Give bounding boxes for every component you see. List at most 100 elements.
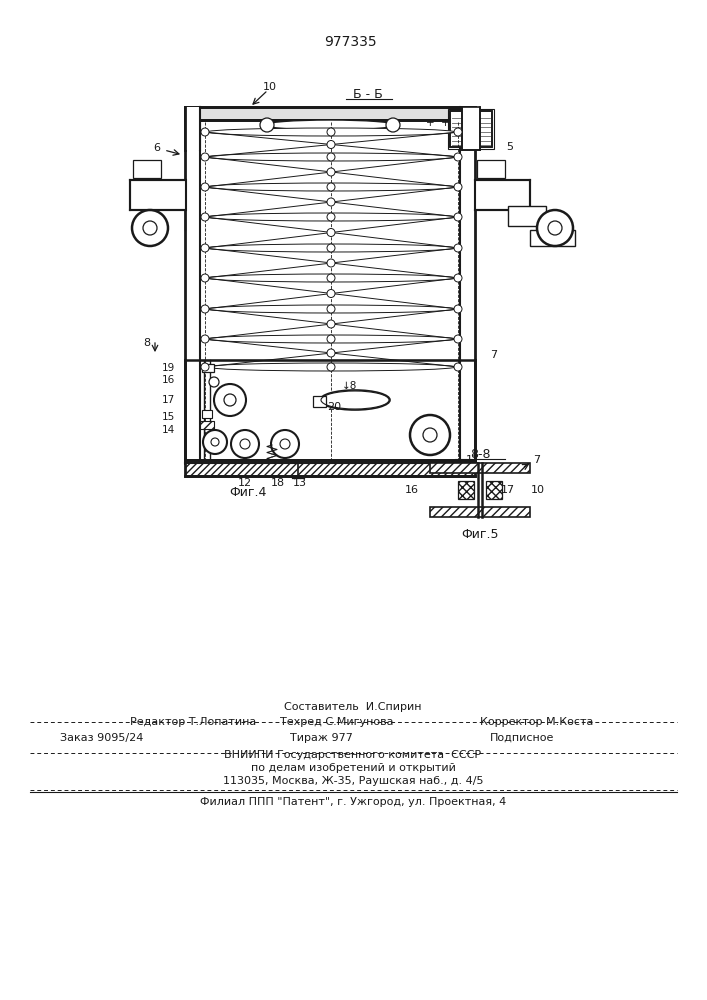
Circle shape <box>201 183 209 191</box>
Ellipse shape <box>207 128 455 136</box>
Circle shape <box>454 244 462 252</box>
Circle shape <box>423 428 437 442</box>
Text: 113035, Москва, Ж-35, Раушская наб., д. 4/5: 113035, Москва, Ж-35, Раушская наб., д. … <box>223 776 484 786</box>
Text: Составитель  И.Спирин: Составитель И.Спирин <box>284 702 422 712</box>
Text: ВНИИПИ Государственного комитета  СССР: ВНИИПИ Государственного комитета СССР <box>224 750 481 760</box>
Circle shape <box>454 183 462 191</box>
Text: 13: 13 <box>293 478 307 488</box>
Circle shape <box>327 320 335 328</box>
Circle shape <box>201 153 209 161</box>
Circle shape <box>260 118 274 132</box>
Text: Заказ 9095/24: Заказ 9095/24 <box>60 733 144 743</box>
Text: 19: 19 <box>162 363 175 373</box>
Text: Корректор М.Коста: Корректор М.Коста <box>480 717 593 727</box>
Circle shape <box>327 290 335 298</box>
Circle shape <box>327 349 335 357</box>
Bar <box>313 396 326 407</box>
Circle shape <box>327 274 335 282</box>
Ellipse shape <box>320 390 390 410</box>
Text: ↓8: ↓8 <box>342 381 358 391</box>
Bar <box>450 111 492 147</box>
Ellipse shape <box>207 153 455 161</box>
Circle shape <box>327 128 335 136</box>
Text: 8-8: 8-8 <box>469 448 490 462</box>
Circle shape <box>327 229 335 236</box>
Circle shape <box>454 363 462 371</box>
Bar <box>448 109 494 149</box>
Circle shape <box>132 210 168 246</box>
Text: +  +: + + <box>426 118 450 128</box>
Circle shape <box>271 430 299 458</box>
Ellipse shape <box>207 213 455 221</box>
Circle shape <box>143 221 157 235</box>
Text: 20: 20 <box>327 402 341 412</box>
Circle shape <box>209 377 219 387</box>
Ellipse shape <box>265 120 395 130</box>
Circle shape <box>327 335 335 343</box>
Bar <box>185 460 475 476</box>
Text: по делам изобретений и открытий: по делам изобретений и открытий <box>250 763 455 773</box>
Ellipse shape <box>207 363 455 371</box>
Text: 7: 7 <box>491 350 498 360</box>
Text: 18: 18 <box>271 478 285 488</box>
Bar <box>450 111 492 147</box>
Circle shape <box>327 183 335 191</box>
Bar <box>508 206 546 226</box>
Text: 8: 8 <box>144 338 151 348</box>
Bar <box>475 180 530 210</box>
Circle shape <box>410 415 450 455</box>
Bar <box>430 463 530 473</box>
Bar <box>477 160 505 178</box>
Ellipse shape <box>207 274 455 282</box>
Text: 10: 10 <box>263 82 277 92</box>
Circle shape <box>201 213 209 221</box>
Circle shape <box>231 430 259 458</box>
Circle shape <box>548 221 562 235</box>
Text: Тираж 977: Тираж 977 <box>290 733 353 743</box>
Text: 14: 14 <box>162 425 175 435</box>
Circle shape <box>327 259 335 267</box>
Text: 16: 16 <box>162 375 175 385</box>
Bar <box>530 230 575 246</box>
Bar <box>202 410 212 418</box>
Circle shape <box>454 305 462 313</box>
Bar <box>462 107 480 150</box>
Circle shape <box>240 439 250 449</box>
Text: Фиг.4: Фиг.4 <box>229 486 267 498</box>
Circle shape <box>454 153 462 161</box>
Bar <box>458 481 474 499</box>
Text: Филиал ППП "Патент", г. Ужгород, ул. Проектная, 4: Филиал ППП "Патент", г. Ужгород, ул. Про… <box>200 797 506 807</box>
Circle shape <box>201 363 209 371</box>
Bar <box>200 421 214 429</box>
Circle shape <box>201 305 209 313</box>
Text: Б - Б: Б - Б <box>353 89 383 102</box>
Bar <box>486 481 502 499</box>
Circle shape <box>537 210 573 246</box>
Circle shape <box>327 140 335 148</box>
Circle shape <box>203 430 227 454</box>
Bar <box>430 507 530 517</box>
Circle shape <box>224 394 236 406</box>
Bar <box>133 160 161 178</box>
Bar <box>185 107 475 120</box>
Circle shape <box>211 438 219 446</box>
Circle shape <box>214 384 246 416</box>
Circle shape <box>327 244 335 252</box>
Circle shape <box>201 128 209 136</box>
Text: Техред С.Мигунова: Техред С.Мигунова <box>280 717 394 727</box>
Text: 16: 16 <box>405 485 419 495</box>
Text: 977335: 977335 <box>324 35 376 49</box>
Text: 7: 7 <box>534 455 541 465</box>
Bar <box>185 107 200 150</box>
Text: Фиг.5: Фиг.5 <box>461 528 498 540</box>
Ellipse shape <box>207 335 455 343</box>
Text: 17: 17 <box>501 485 515 495</box>
Circle shape <box>454 213 462 221</box>
Circle shape <box>327 213 335 221</box>
Circle shape <box>327 305 335 313</box>
Circle shape <box>327 198 335 206</box>
Text: 17: 17 <box>162 395 175 405</box>
Circle shape <box>386 118 400 132</box>
Text: 5: 5 <box>506 142 513 152</box>
Circle shape <box>280 439 290 449</box>
